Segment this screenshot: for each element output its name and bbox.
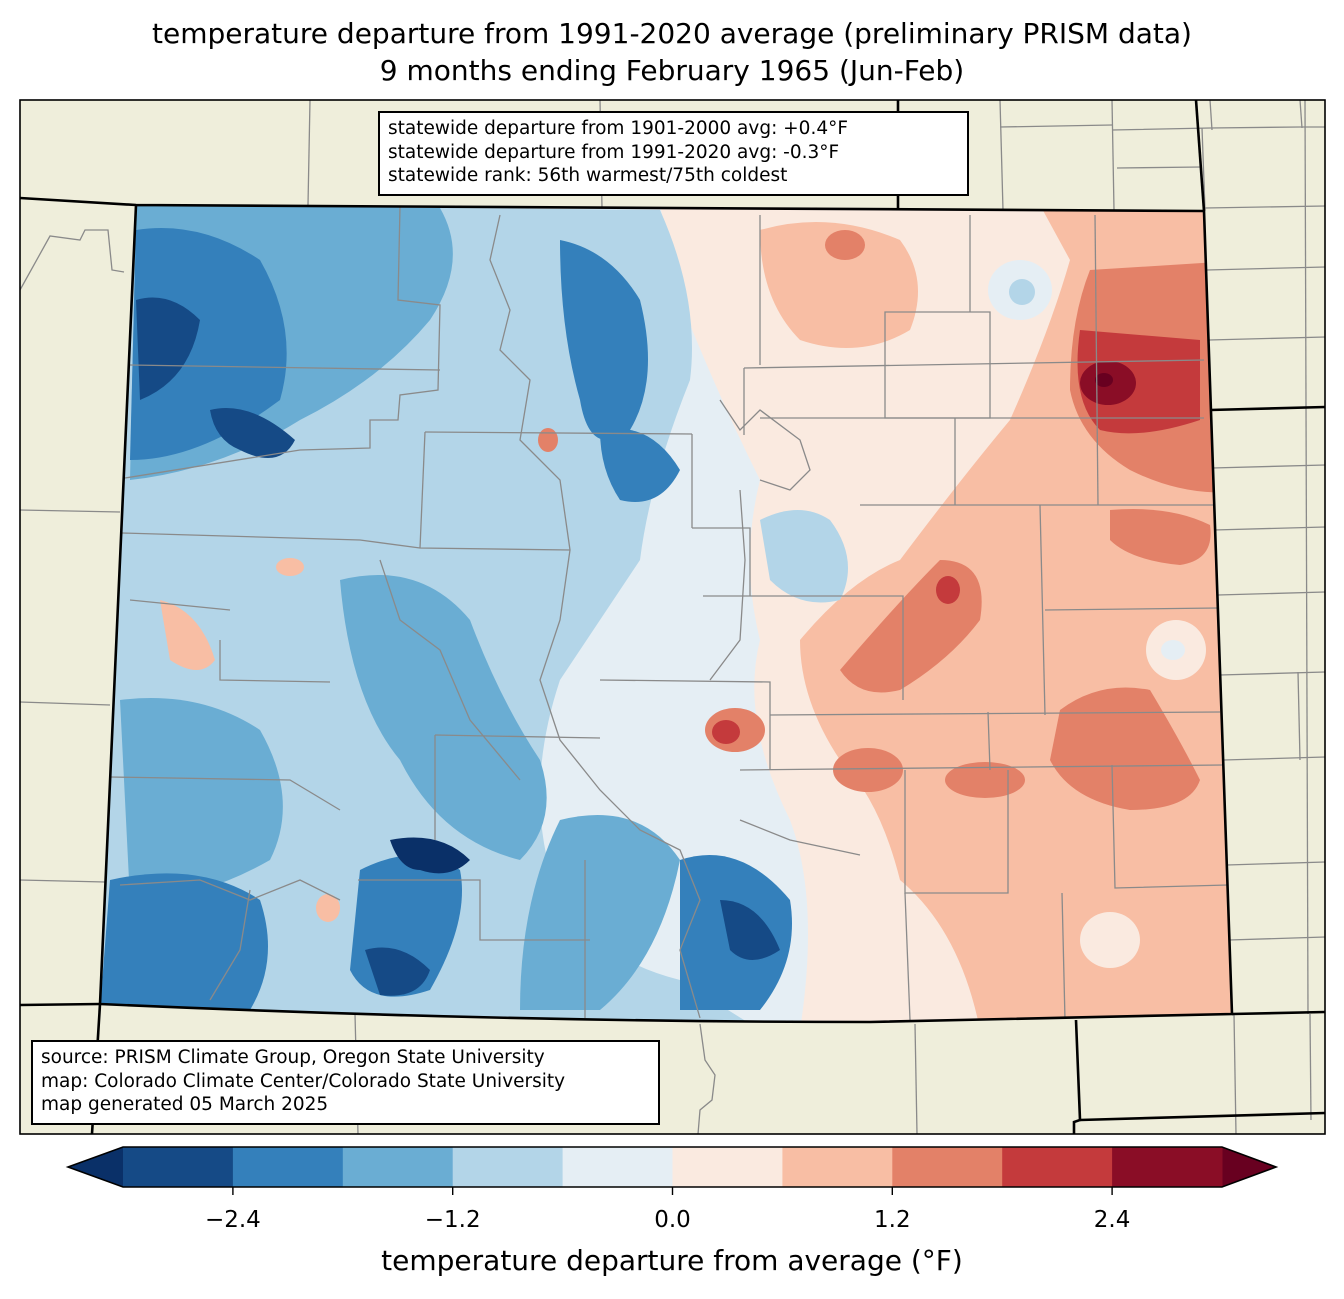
field-zone-cool-extreme xyxy=(390,837,470,874)
colorbar-tick-label: −2.4 xyxy=(204,1207,261,1233)
colorbar xyxy=(65,1146,1279,1195)
field-zone-cool-moderate-southwest xyxy=(120,698,283,900)
field-zone-cool-strong xyxy=(600,428,680,502)
field-zone-warm-high xyxy=(833,748,903,792)
field-zone-warm-strong xyxy=(712,720,740,744)
colorado-county-lines xyxy=(109,206,1229,1021)
field-zone-warm-high xyxy=(1110,509,1211,565)
field-zone-cool-mild xyxy=(1009,279,1035,305)
credits-map: map: Colorado Climate Center/Colorado St… xyxy=(41,1070,566,1092)
field-zone-warm-moderate xyxy=(160,600,215,670)
colorbar-tick-label: 2.4 xyxy=(1093,1207,1131,1233)
stats-rank: statewide rank: 56th warmest/75th coldes… xyxy=(388,165,788,186)
colorbar-segment xyxy=(232,1147,344,1187)
neighbor-county-lines xyxy=(20,100,1325,1134)
colorbar-tick-label: 1.2 xyxy=(874,1207,911,1233)
map-subtitle: 9 months ending February 1965 (Jun-Feb) xyxy=(379,54,965,87)
field-zone-warm-slight xyxy=(1080,912,1140,968)
stats-departure-1901-2000: statewide departure from 1901-2000 avg: … xyxy=(388,118,848,139)
temperature-field xyxy=(100,205,1232,1022)
credits-box: source: PRISM Climate Group, Oregon Stat… xyxy=(31,1040,660,1125)
colorbar-label: temperature departure from average (°F) xyxy=(381,1244,963,1277)
colorbar-tick-label: 0.0 xyxy=(654,1207,691,1233)
colorbar-segment xyxy=(452,1147,564,1187)
colorbar-segment xyxy=(1112,1147,1223,1187)
field-zone-warm-moderate xyxy=(316,894,340,922)
field-zone-cool-very-strong xyxy=(136,297,200,400)
field-zone-cool-moderate xyxy=(520,815,680,1010)
colorbar-outline xyxy=(65,1146,1279,1188)
stats-departure-1991-2020: statewide departure from 1991-2020 avg: … xyxy=(388,141,840,163)
field-zone-warm-moderate-north xyxy=(760,222,918,348)
colorbar-segment xyxy=(562,1147,673,1187)
field-zone-warm-high xyxy=(945,762,1025,798)
field-zone-warm-peak xyxy=(1095,373,1113,387)
map-frame xyxy=(19,99,1326,1135)
field-zone-cool-strong-southwest xyxy=(100,873,268,1010)
statewide-stats-box: statewide departure from 1901-2000 avg: … xyxy=(378,111,969,196)
map-title: temperature departure from 1991-2020 ave… xyxy=(152,17,1192,50)
field-zone-cool-strong xyxy=(560,240,648,440)
colorbar-segment xyxy=(1002,1147,1113,1187)
field-zone-cool-slight xyxy=(1161,640,1185,660)
colorbar-tick-label: −1.2 xyxy=(424,1207,481,1233)
field-zone-cool-very-strong xyxy=(720,900,780,960)
credits-source: source: PRISM Climate Group, Oregon Stat… xyxy=(41,1047,545,1068)
field-zone-warm-strong xyxy=(936,576,960,604)
field-zone-cool-mild xyxy=(760,510,848,603)
colorbar-over-extension xyxy=(1222,1147,1276,1187)
colorbar-under-extension xyxy=(68,1147,123,1187)
field-zone-warm-moderate xyxy=(276,558,304,576)
field-zone-warm-high xyxy=(825,230,865,260)
field-zone-warm-high xyxy=(538,428,558,452)
colorbar-segment xyxy=(892,1147,1003,1187)
colorbar-segment xyxy=(342,1147,454,1187)
field-zone-cool-strong-northwest xyxy=(130,228,287,460)
colorbar-segment xyxy=(672,1147,783,1187)
credits-generated: map generated 05 March 2025 xyxy=(41,1094,329,1115)
colorbar-segment xyxy=(123,1147,234,1187)
field-zone-cool-very-strong xyxy=(365,947,430,996)
field-zone-cool-very-strong xyxy=(210,408,295,458)
colorbar-segment xyxy=(782,1147,893,1187)
field-zone-warm-strong xyxy=(1077,330,1200,434)
field-zone-warm-high xyxy=(1050,687,1200,810)
field-zone-cool-moderate xyxy=(340,575,547,860)
